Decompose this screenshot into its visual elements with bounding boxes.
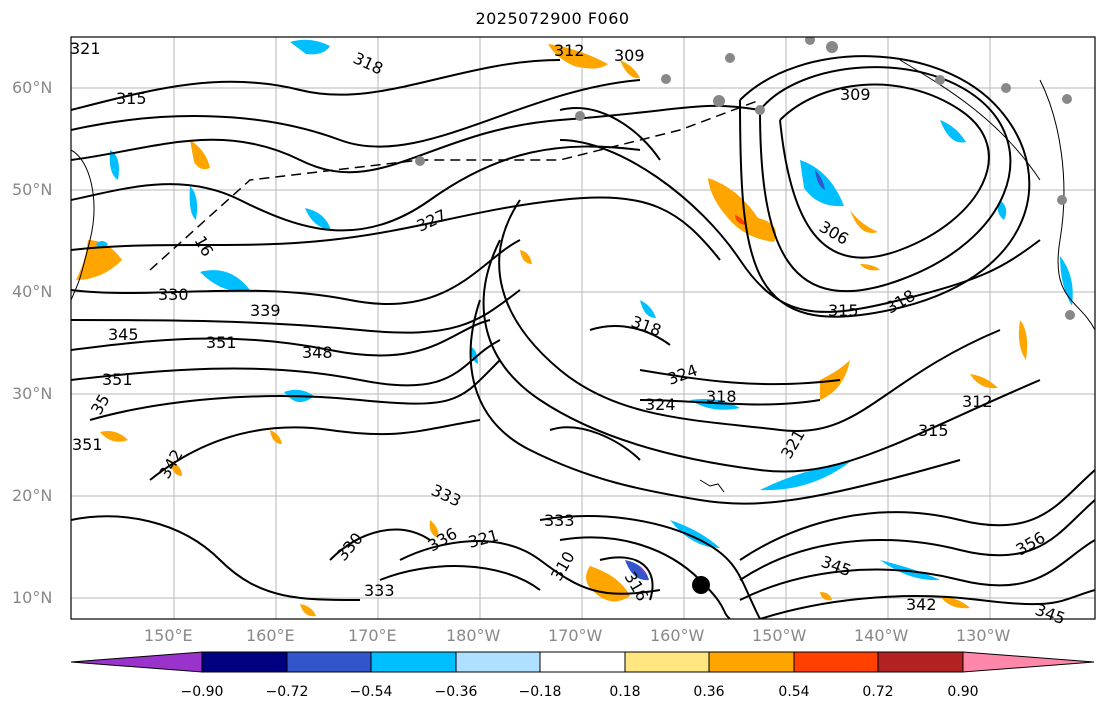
- shaded-blobs: [76, 39, 1073, 617]
- contour-label: 339: [250, 301, 281, 320]
- lat-label: 40°N: [12, 282, 53, 301]
- colorbar-tick-label: 0.90: [947, 684, 979, 700]
- lat-label: 30°N: [12, 384, 53, 403]
- colorbar-segment: [539, 651, 626, 673]
- colorbar-tick-label: −0.18: [518, 684, 562, 700]
- colorbar-segment: [370, 651, 457, 673]
- station-dots: [415, 37, 1075, 320]
- colorbar-tick-label: −0.36: [434, 684, 478, 700]
- contour-label: 312: [554, 41, 585, 60]
- lat-label: 50°N: [12, 180, 53, 199]
- colorbar-tick-label: 0.54: [778, 684, 810, 700]
- contour-label: 315: [918, 421, 949, 440]
- lon-label: 150°E: [144, 626, 193, 645]
- colorbar-segment: [708, 651, 795, 673]
- colorbar-tick-label: −0.90: [180, 684, 224, 700]
- lon-label: 130°W: [956, 626, 1011, 645]
- colorbar-segment: [877, 651, 964, 673]
- contour-label: 345: [108, 325, 139, 344]
- contour-label: 324: [645, 395, 676, 414]
- colorbar-segment: [201, 651, 288, 673]
- coastlines: [71, 59, 1095, 493]
- colorbar-segment: [286, 651, 372, 673]
- colorbar-tick-label: −0.54: [349, 684, 393, 700]
- contour-label: 330: [158, 285, 189, 304]
- colorbar-segment: [624, 651, 710, 673]
- lat-label: 20°N: [12, 486, 53, 505]
- colorbar-tick-label: 0.18: [609, 684, 641, 700]
- colorbar-segment: [793, 651, 879, 673]
- colorbar-over-arrow: [962, 651, 1095, 673]
- contour-label: 351: [72, 435, 103, 454]
- colorbar-tick-label: 0.72: [862, 684, 894, 700]
- gridlines: [71, 37, 1095, 619]
- colorbar-tick-label: 0.36: [693, 684, 725, 700]
- lon-label: 170°W: [548, 626, 603, 645]
- contour-label: 333: [544, 511, 575, 530]
- contour-label: 318: [706, 387, 737, 406]
- contour-lines: [71, 55, 1095, 619]
- lat-label: 10°N: [12, 588, 53, 607]
- colorbar-under-arrow: [70, 651, 203, 673]
- contour-label: 315: [828, 301, 859, 320]
- plot-area: [71, 37, 1095, 619]
- contour-label: 315: [116, 89, 147, 108]
- lon-label: 180°W: [446, 626, 501, 645]
- lon-label: 140°W: [854, 626, 909, 645]
- dashed-track: [149, 99, 761, 271]
- lat-label: 60°N: [12, 78, 53, 97]
- contour-label: 348: [302, 343, 333, 362]
- contour-label: 309: [840, 85, 871, 104]
- black-marker: [692, 576, 710, 594]
- lon-label: 150°W: [752, 626, 807, 645]
- map-title: 2025072900 F060: [475, 9, 630, 28]
- contour-label: 309: [614, 46, 645, 65]
- lon-label: 170°E: [348, 626, 397, 645]
- colorbar-tick-label: −0.72: [265, 684, 309, 700]
- lon-label: 160°E: [246, 626, 295, 645]
- colorbar-segment: [455, 651, 541, 673]
- contour-label: 342: [906, 595, 937, 614]
- contour-label: 312: [962, 392, 993, 411]
- contour-label: 321: [70, 39, 101, 58]
- lon-label: 160°W: [650, 626, 705, 645]
- colorbar: [70, 651, 1095, 673]
- contour-label: 333: [364, 581, 395, 600]
- contour-label: 351: [102, 370, 133, 389]
- plot-frame: [70, 36, 1096, 620]
- contour-label: 351: [206, 333, 237, 352]
